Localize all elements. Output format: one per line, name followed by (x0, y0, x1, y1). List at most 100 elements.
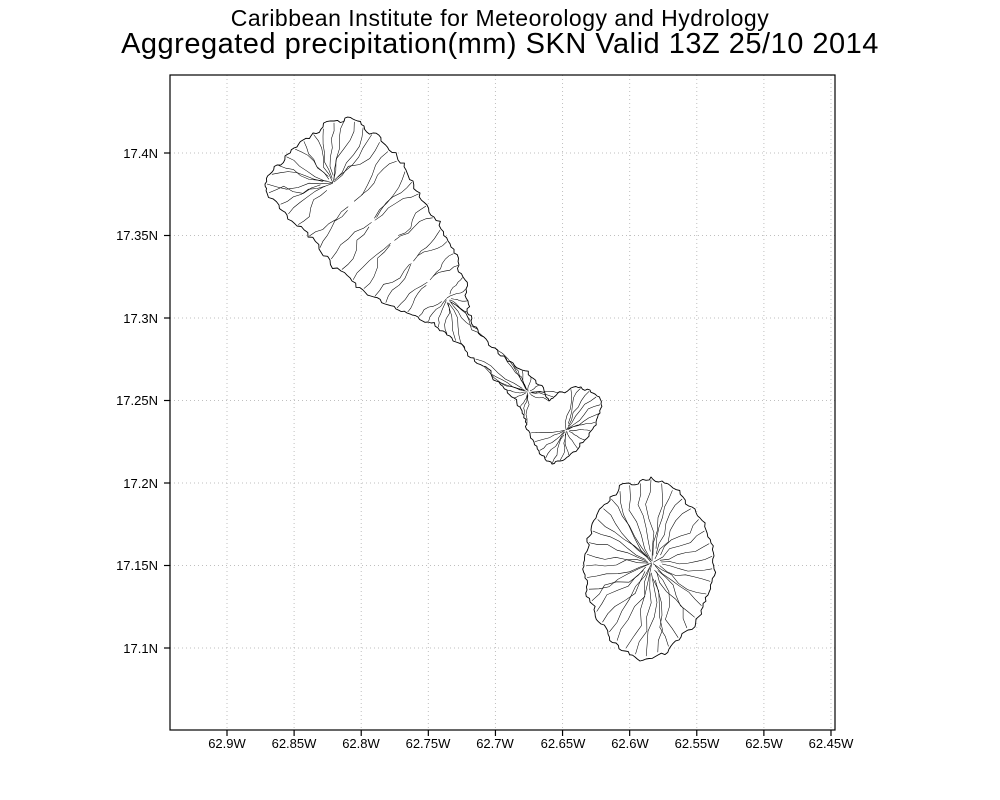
stream-line (413, 241, 448, 262)
stream-line (588, 564, 649, 590)
stream-line (592, 530, 646, 560)
stream-line (568, 431, 585, 440)
stream-line (429, 265, 459, 281)
stream-line (585, 559, 649, 567)
stream-line (313, 134, 334, 183)
stream-line (268, 184, 321, 194)
stream-line (513, 363, 527, 390)
stream-line (444, 302, 450, 335)
lon-tick-label: 62.65W (540, 736, 586, 751)
stream-line (417, 229, 441, 256)
stream-line (532, 391, 562, 393)
stream-line (602, 571, 646, 623)
lon-tick-label: 62.75W (405, 736, 451, 751)
stream-line (603, 508, 647, 557)
stream-line (438, 300, 447, 328)
stream-line (654, 569, 679, 638)
stream-line (333, 142, 380, 183)
lat-tick-label: 17.4N (123, 146, 158, 161)
stream-line (334, 127, 364, 181)
stream-line (628, 485, 652, 561)
stream-line (637, 483, 651, 552)
stream-line (428, 298, 447, 322)
stream-line (514, 392, 526, 399)
stream-line (448, 303, 465, 349)
stream-line (567, 388, 581, 424)
stream-line (565, 413, 600, 431)
stream-line (619, 491, 651, 561)
stream-line (534, 430, 565, 442)
stream-line (586, 562, 652, 578)
lon-tick-label: 62.5W (745, 736, 783, 751)
lon-tick-label: 62.7W (476, 736, 514, 751)
stream-line (491, 374, 526, 391)
stream-line (519, 392, 528, 407)
graticule (170, 75, 835, 730)
lat-tick-label: 17.3N (123, 311, 158, 326)
stream-line (655, 490, 673, 549)
stream-line (652, 563, 707, 595)
stream-line (449, 277, 463, 295)
stream-line (484, 366, 525, 391)
stream-line (266, 182, 332, 190)
stream-line (552, 434, 565, 464)
stream-line (451, 298, 468, 302)
stream-line (374, 171, 406, 219)
stream-line (528, 392, 549, 401)
stream-line (332, 119, 345, 182)
stream-line (564, 389, 572, 430)
stream-line (322, 128, 333, 179)
stream-line (597, 519, 652, 563)
stream-line (566, 396, 597, 430)
stream-line (625, 564, 652, 649)
lon-tick-label: 62.6W (611, 736, 649, 751)
stream-line (531, 392, 554, 398)
stream-line (662, 563, 713, 572)
stream-line (569, 429, 591, 432)
stream-line (394, 217, 433, 241)
frame-rect (169, 74, 836, 731)
plot-frame (164, 74, 836, 736)
stream-line (654, 508, 691, 560)
stream-line (407, 285, 427, 313)
stream-line (523, 394, 528, 415)
stream-line (521, 370, 528, 391)
lat-tick-label: 17.25N (116, 393, 158, 408)
stream-line (660, 519, 699, 556)
stream-line (280, 185, 326, 205)
stream-line (611, 498, 649, 557)
stream-line (567, 421, 596, 430)
stream-line (396, 281, 428, 309)
stream-line (286, 156, 333, 184)
stream-line (525, 394, 530, 423)
stream-line (432, 253, 454, 277)
stream-line (418, 301, 442, 317)
stream-line (449, 299, 467, 312)
stream-line (566, 431, 578, 449)
stream-line (559, 433, 566, 461)
stream-line (527, 377, 532, 392)
stream-line (333, 121, 355, 181)
stream-line (319, 210, 348, 248)
stream-line (352, 242, 391, 280)
stream-line (568, 404, 601, 429)
stream-line (586, 554, 648, 563)
lat-tick-label: 17.2N (123, 476, 158, 491)
stream-line (591, 566, 646, 602)
lon-tick-label: 62.85W (271, 736, 317, 751)
stream-line (653, 530, 705, 563)
island-coastline-st-kitts (264, 116, 603, 465)
stream-line (616, 568, 650, 641)
stream-line (363, 244, 391, 289)
stream-line (303, 141, 329, 177)
lon-tick-label: 62.45W (808, 736, 854, 751)
stream-line (374, 193, 419, 221)
stream-line (645, 479, 655, 562)
stream-line (659, 543, 710, 561)
stream-line (447, 302, 456, 341)
stream-line (278, 165, 328, 182)
stream-line (297, 190, 328, 225)
title-line-2: Aggregated precipitation(mm) SKN Valid 1… (121, 28, 879, 60)
